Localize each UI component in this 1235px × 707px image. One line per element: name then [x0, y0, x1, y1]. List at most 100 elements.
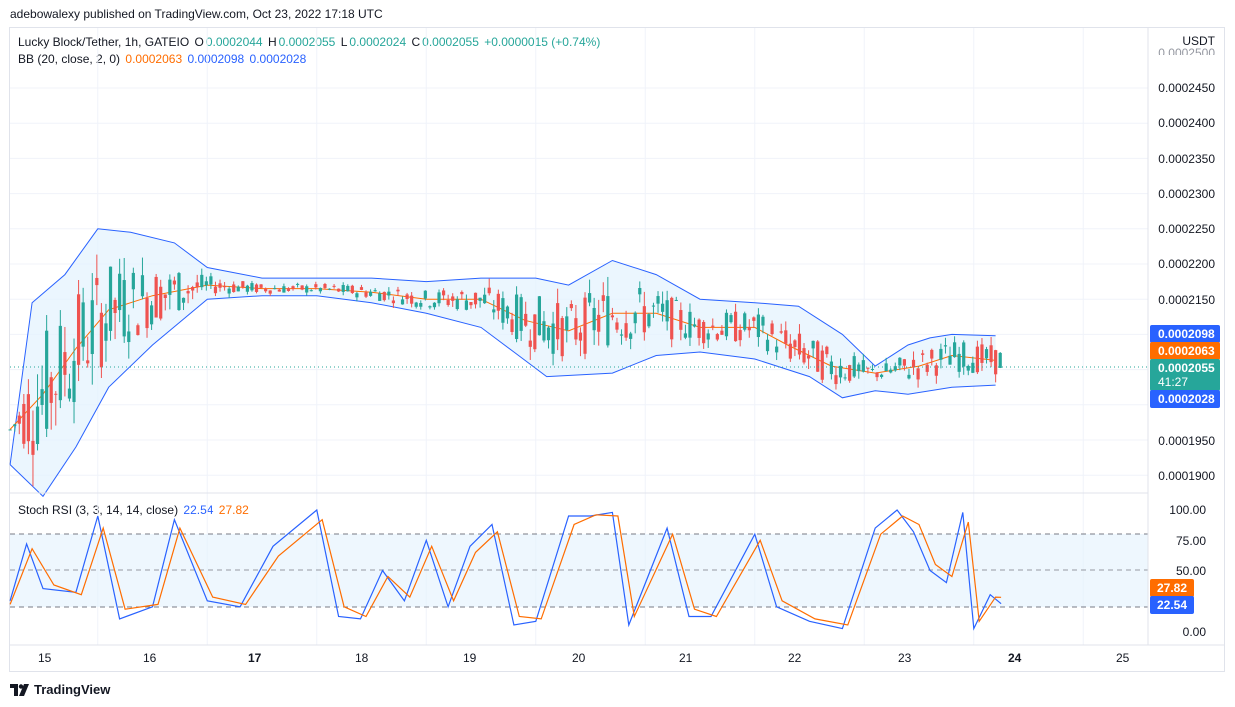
- candle-body: [469, 302, 473, 306]
- candle-body: [378, 293, 382, 301]
- candle-body: [305, 286, 309, 293]
- candle-body: [587, 293, 592, 303]
- candle-body: [962, 342, 966, 367]
- candle-body: [136, 325, 140, 336]
- candle-body: [533, 314, 537, 350]
- candle-body: [952, 342, 957, 358]
- candle-body: [674, 299, 678, 301]
- candle-body: [213, 286, 218, 294]
- bb-upper-value: 0.0002098: [187, 52, 245, 66]
- candle-body: [222, 286, 227, 288]
- candle-body: [601, 295, 605, 301]
- candle-body: [820, 350, 824, 380]
- candle-body: [519, 297, 523, 331]
- candle-body: [45, 330, 49, 429]
- price-axis-label: 0.0002400: [1158, 116, 1215, 130]
- candle-body: [291, 286, 295, 289]
- candle-body: [975, 346, 979, 373]
- candle-body: [368, 291, 373, 296]
- candle-body: [505, 306, 510, 319]
- candle-body: [811, 340, 815, 349]
- candle-body: [829, 361, 833, 375]
- price-axis-partial: 0.0002500: [1158, 46, 1215, 55]
- high-value: 0.0002055: [278, 35, 336, 49]
- price-axis-label: 0.0002150: [1158, 293, 1215, 307]
- candle-body: [902, 359, 906, 366]
- candle-body: [948, 355, 952, 365]
- candle-body: [578, 332, 583, 341]
- candle-body: [806, 355, 811, 359]
- rsi-axis-label: 75.00: [1175, 534, 1206, 548]
- candle-body: [702, 321, 706, 344]
- candle-body: [131, 272, 135, 290]
- candle-body: [35, 406, 40, 445]
- candle-body: [209, 276, 213, 285]
- candle-body: [282, 286, 286, 293]
- candle-body: [264, 288, 268, 292]
- candle-body: [350, 285, 354, 293]
- candle-body: [756, 314, 760, 338]
- candle-body: [177, 273, 181, 310]
- candle-body: [8, 429, 12, 431]
- candle-body: [17, 415, 21, 424]
- candle-body: [159, 286, 163, 319]
- bb-label[interactable]: BB (20, close, 2, 0): [18, 52, 121, 66]
- currency-label[interactable]: USDT: [1182, 34, 1215, 48]
- candle-body: [692, 324, 697, 327]
- candle-body: [428, 306, 432, 308]
- candle-body: [747, 327, 751, 331]
- candle-body: [40, 389, 44, 405]
- time-axis-label: 19: [463, 651, 477, 665]
- candle-body: [327, 288, 332, 290]
- candle-body: [797, 333, 802, 355]
- candle-countdown: 41:27: [1158, 375, 1189, 389]
- candle-body: [460, 291, 464, 295]
- candle-body: [49, 377, 53, 403]
- candle-body: [254, 284, 259, 292]
- candle-body: [930, 349, 934, 359]
- candle-body: [400, 299, 405, 305]
- rsi-d-value: 27.82: [218, 503, 249, 517]
- bb-basis-tag: 0.0002063: [1150, 342, 1220, 360]
- candle-body: [195, 282, 199, 288]
- candle-body: [118, 273, 122, 311]
- rsi-axis-label: 50.00: [1175, 564, 1206, 578]
- price-axis-label: 0.0002250: [1158, 222, 1215, 236]
- candle-body: [843, 377, 847, 379]
- candle-body: [592, 307, 596, 331]
- candle-body: [373, 290, 377, 292]
- symbol-label[interactable]: Lucky Block/Tether, 1h, GATEIO: [18, 35, 190, 49]
- rsi-axis-label: 0.00: [1182, 625, 1206, 639]
- close-value: 0.0002055: [422, 35, 479, 49]
- candle-body: [619, 334, 624, 336]
- candle-body: [984, 349, 989, 359]
- candle-body: [715, 334, 719, 340]
- candle-body: [656, 296, 660, 304]
- tradingview-logo[interactable]: TradingView: [10, 682, 110, 697]
- time-axis-label: 25: [1116, 651, 1130, 665]
- candle-body: [560, 318, 564, 357]
- time-axis-label: 18: [355, 651, 369, 665]
- candle-body: [478, 297, 482, 301]
- candle-body: [870, 368, 875, 370]
- candle-body: [245, 285, 249, 292]
- candle-body: [606, 296, 610, 346]
- candle-body: [487, 287, 491, 294]
- bb-legend: BB (20, close, 2, 0) 0.0002063 0.0002098…: [18, 52, 308, 66]
- bb-lower-tag: 0.0002028: [1150, 390, 1220, 408]
- candle-body: [793, 340, 797, 348]
- candle-body: [54, 393, 58, 395]
- candle-body: [295, 283, 300, 285]
- candle-body: [670, 297, 674, 340]
- candle-body: [127, 331, 131, 343]
- candle-body: [784, 330, 788, 344]
- candle-body: [277, 289, 281, 292]
- candle-body: [181, 297, 186, 303]
- bb-lower-value: 0.0002028: [249, 52, 307, 66]
- candle-body: [866, 367, 870, 369]
- candle-body: [724, 312, 729, 337]
- candle-body: [537, 296, 541, 336]
- time-axis-label: 17: [248, 651, 262, 665]
- candle-body: [236, 286, 240, 292]
